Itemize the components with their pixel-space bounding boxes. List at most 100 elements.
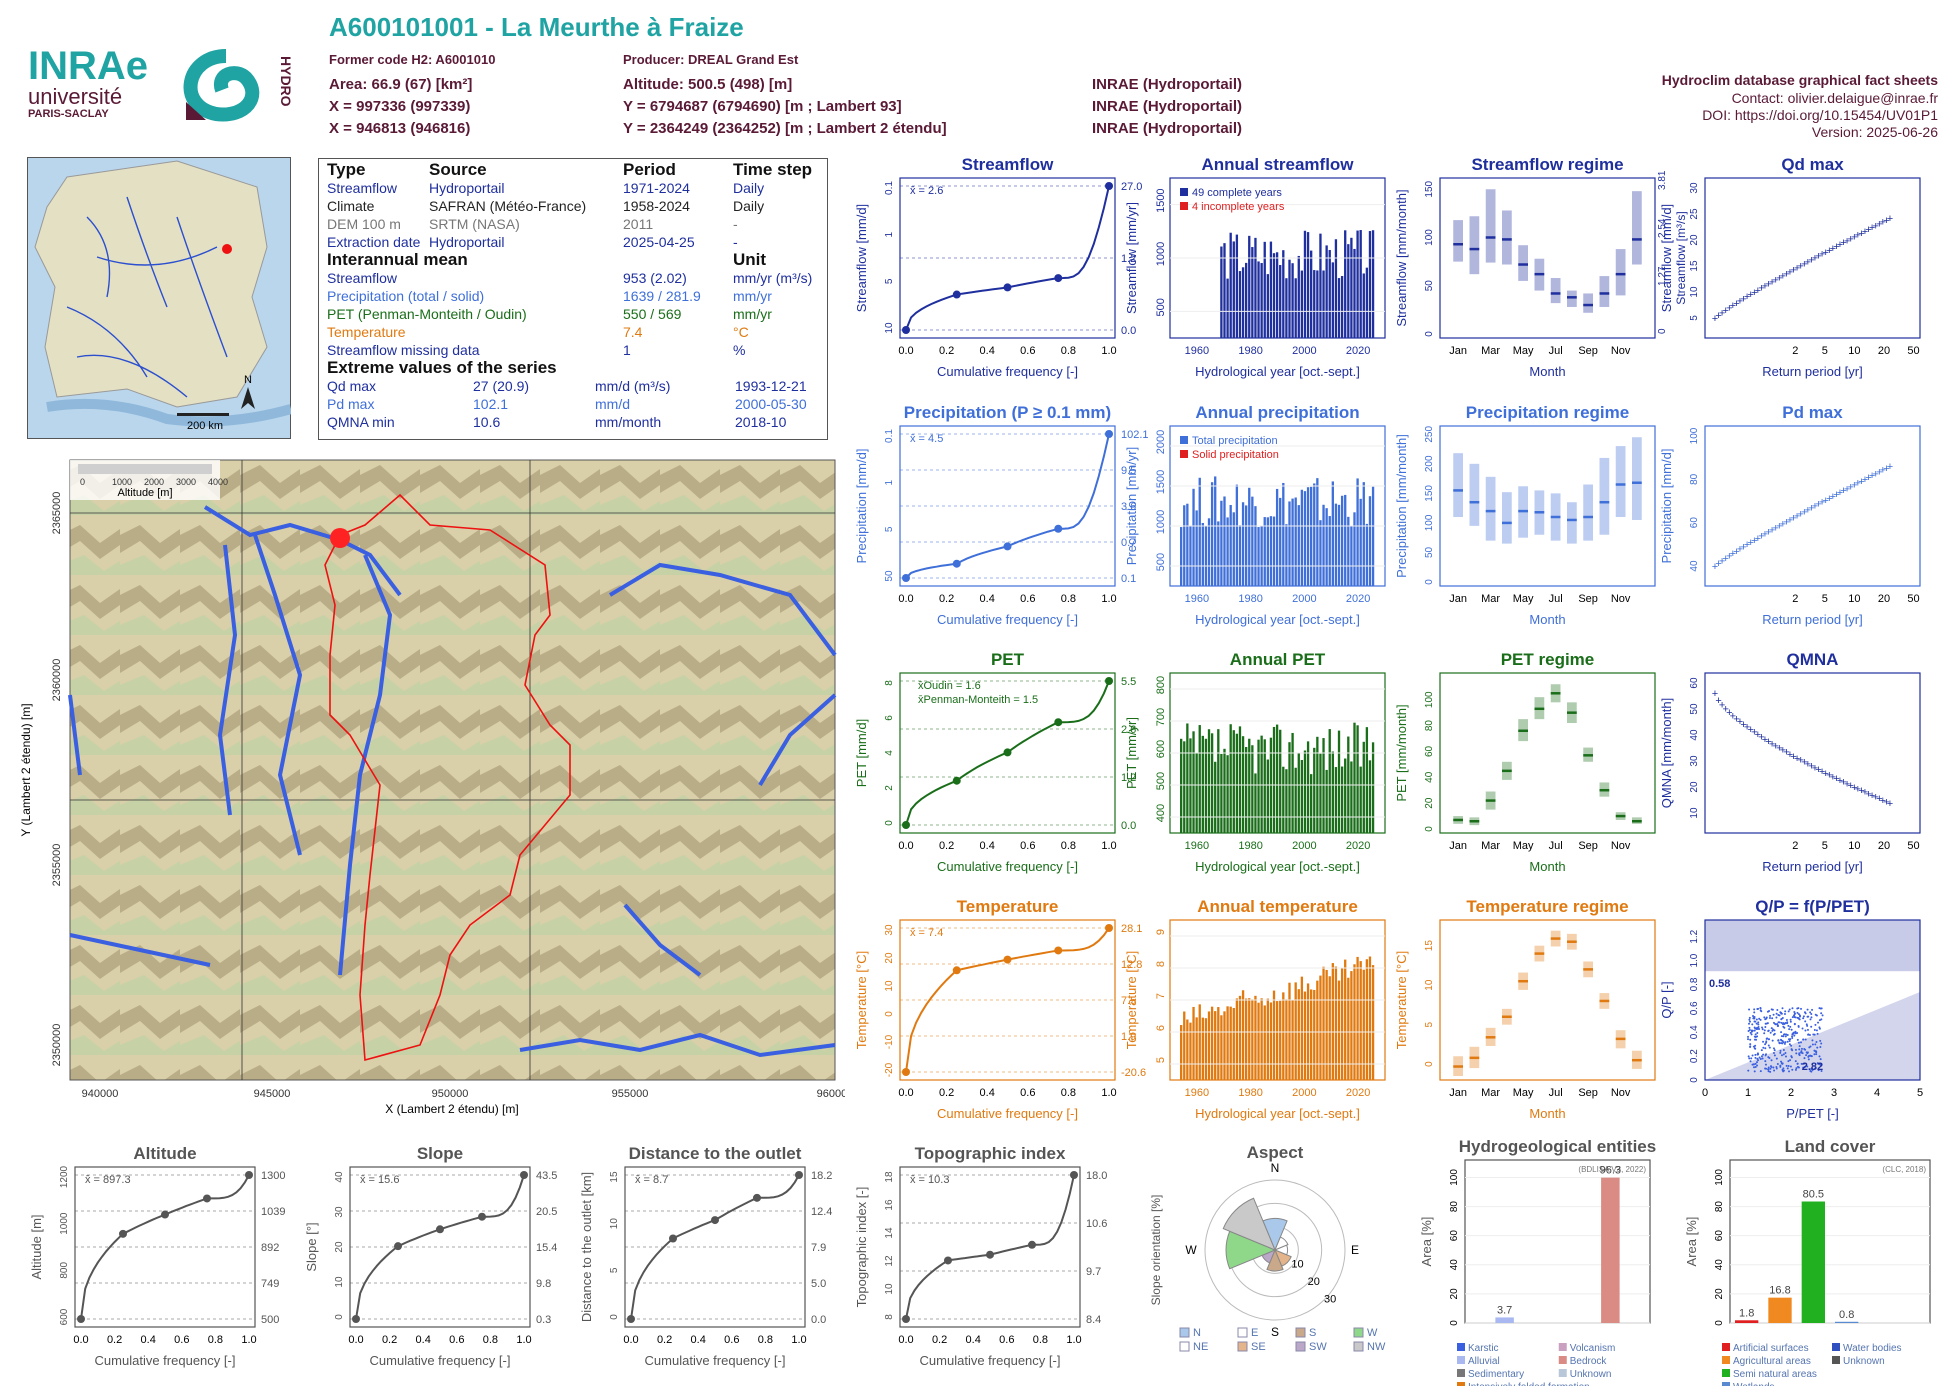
annual-bar	[1248, 487, 1251, 586]
annual-bar	[1275, 252, 1279, 338]
x-tick-label: Jan	[1449, 840, 1467, 852]
qp-point	[1798, 1018, 1801, 1021]
chart-title: Q/P = f(P/PET)	[1755, 897, 1869, 916]
y-tick-label: 6	[1155, 1025, 1167, 1031]
annual-bar	[1319, 520, 1322, 586]
qp-point	[1772, 1047, 1775, 1050]
cell: Qd max	[327, 378, 377, 394]
qp-point	[1767, 1068, 1770, 1071]
catchment-boundary	[324, 493, 571, 1062]
qp-point	[1788, 1039, 1791, 1042]
qp-point	[1818, 1026, 1821, 1029]
y-tick-label: 0	[609, 1314, 620, 1320]
annual-bar	[1291, 999, 1294, 1080]
extreme-point: +	[1826, 493, 1832, 505]
annual-bar	[1272, 253, 1276, 338]
altitude: Altitude: 500.5 (498) [m]	[623, 76, 793, 93]
extreme-point: +	[1719, 555, 1725, 567]
annual-bar	[1269, 516, 1273, 586]
chart-topo_index: Topographic index Cumulative frequency [-…	[854, 1144, 1107, 1368]
annual-bar	[1371, 965, 1375, 1080]
qp-point	[1769, 1031, 1772, 1034]
plot-frame	[1704, 672, 1921, 834]
annual-bar	[1322, 738, 1325, 833]
extreme-point: +	[1819, 497, 1825, 509]
annual-bar	[1371, 486, 1375, 586]
y-tick-label: 60	[1424, 745, 1435, 757]
qp-point	[1760, 1055, 1763, 1058]
extreme-point: +	[1730, 300, 1736, 312]
annual-bar	[1340, 276, 1344, 338]
annual-bar	[1210, 1006, 1214, 1080]
y-tick-label: 16	[884, 1199, 895, 1211]
extreme-point: +	[1787, 266, 1793, 278]
legend-swatch	[1832, 1356, 1840, 1364]
qp-point	[1752, 1066, 1755, 1069]
extreme-point: +	[1883, 796, 1889, 808]
extreme-point: +	[1844, 235, 1850, 247]
qp-point	[1798, 1014, 1801, 1017]
doi-link[interactable]: DOI: https://doi.org/10.15454/UV01P1	[1702, 107, 1938, 123]
qp-point	[1788, 1043, 1791, 1046]
y-tick-label: 80	[1449, 1201, 1460, 1213]
qp-point	[1754, 1020, 1757, 1023]
extreme-point: +	[1847, 481, 1853, 493]
extreme-point: +	[1769, 276, 1775, 288]
hdr-type: Type	[327, 160, 366, 179]
extreme-point: +	[1819, 249, 1825, 261]
annual-bar	[1214, 761, 1217, 833]
x-axis-label: Month	[1529, 1106, 1565, 1121]
x-axis-label: Month	[1529, 612, 1565, 627]
bar-value-label: 80.5	[1803, 1189, 1824, 1201]
right-tick-label: 9.5	[1121, 465, 1136, 477]
plot-frame	[1464, 1159, 1651, 1324]
regime-box	[1615, 446, 1626, 518]
extreme-point: +	[1887, 798, 1893, 810]
qp-point	[1785, 1064, 1788, 1067]
extreme-point: +	[1744, 722, 1750, 734]
extreme-point: +	[1730, 710, 1736, 722]
right-axis-label: Streamflow [m³/s]	[1674, 211, 1688, 304]
qp-point	[1761, 1028, 1764, 1031]
qp-point	[1754, 1062, 1757, 1065]
cdf-point	[1105, 677, 1113, 685]
extreme-point: +	[1726, 707, 1732, 719]
qp-point	[1787, 1024, 1790, 1027]
x-tick-label: 1980	[1238, 1087, 1262, 1099]
qp-point	[1821, 1014, 1824, 1017]
annual-bar	[1325, 769, 1328, 833]
qp-point	[1785, 1055, 1788, 1058]
y-tick-label: 60	[1449, 1230, 1460, 1242]
map-ytick: 2360000	[51, 659, 63, 702]
extreme-point: +	[1862, 226, 1868, 238]
y-tick-label: 25	[1689, 208, 1700, 220]
extreme-point: +	[1872, 792, 1878, 804]
x-tick-label: Mar	[1481, 593, 1500, 605]
annual-bar	[1189, 1022, 1192, 1080]
extreme-point: +	[1733, 713, 1739, 725]
qp-point	[1804, 1029, 1807, 1032]
chart-distance: Distance to the outlet Cumulative frequen…	[579, 1144, 832, 1368]
qp-point	[1793, 1023, 1796, 1026]
annual-bar	[1238, 726, 1242, 833]
extreme-point: +	[1740, 719, 1746, 731]
legend-entry: E	[1251, 1327, 1258, 1339]
qp-point	[1800, 1007, 1803, 1010]
cell: mm/yr	[733, 288, 772, 304]
qp-point	[1754, 1033, 1757, 1036]
mean-label: x̄ = 8.7	[635, 1174, 668, 1186]
chart-pd_max: Pd max Return period [yr] Precipitation [m…	[1659, 403, 1921, 627]
map-xtick: 945000	[254, 1088, 291, 1100]
x-tick-label: Jul	[1549, 840, 1563, 852]
qp-point	[1753, 1070, 1756, 1073]
qp-point	[1786, 1040, 1789, 1043]
qp-point	[1759, 1070, 1762, 1073]
qp-point	[1815, 1051, 1818, 1054]
annual-bar	[1365, 959, 1369, 1080]
extreme-point: +	[1794, 510, 1800, 522]
qp-point	[1756, 1064, 1759, 1067]
cdf-point	[1054, 946, 1063, 955]
y-axis-label: Precipitation [mm/d]	[854, 449, 869, 564]
qp-point	[1790, 1044, 1793, 1047]
cell: 1	[623, 342, 631, 358]
